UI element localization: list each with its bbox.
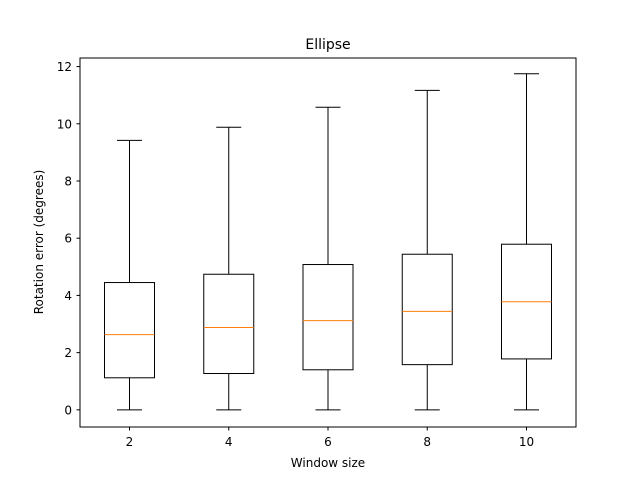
- x-axis-title: Window size: [291, 456, 365, 470]
- y-tick-label: 0: [64, 403, 72, 417]
- y-tick-label: 10: [57, 117, 72, 131]
- y-tick-label: 8: [64, 175, 72, 189]
- x-tick-label: 4: [225, 435, 233, 449]
- box-iqr: [401, 253, 453, 366]
- y-tick-label: 6: [64, 232, 72, 246]
- box-iqr: [302, 264, 354, 371]
- chart-title: Ellipse: [305, 37, 350, 53]
- y-axis-ticks: 0 2 4 6 8 10 12: [57, 60, 80, 417]
- y-tick-label: 4: [64, 289, 72, 303]
- y-axis-title: Rotation error (degrees): [32, 170, 46, 315]
- boxes-group: [104, 73, 552, 411]
- box-iqr: [203, 273, 255, 375]
- box-iqr: [104, 282, 155, 379]
- x-tick-label: 8: [423, 435, 431, 449]
- y-tick-label: 2: [64, 346, 72, 360]
- x-axis-ticks: 2 4 6 8 10: [126, 427, 534, 449]
- x-tick-label: 10: [519, 435, 534, 449]
- y-tick-label: 12: [57, 60, 72, 74]
- x-tick-label: 6: [324, 435, 332, 449]
- x-tick-label: 2: [126, 435, 134, 449]
